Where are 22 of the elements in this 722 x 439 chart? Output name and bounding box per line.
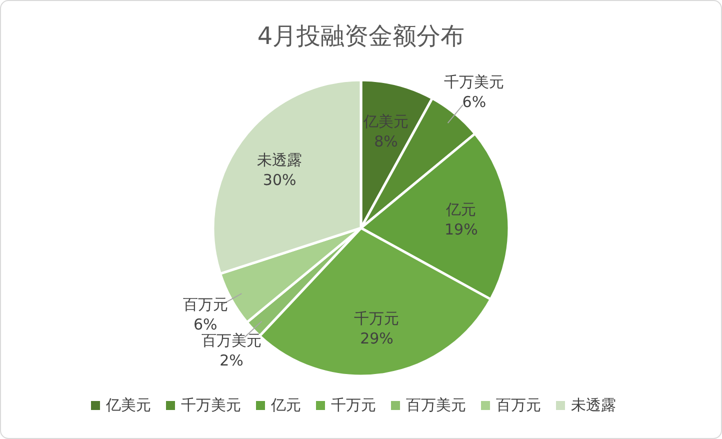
legend-label: 未透露 bbox=[571, 396, 616, 414]
legend-label: 亿美元 bbox=[105, 396, 151, 414]
data-label: 2% bbox=[220, 352, 244, 370]
legend-label: 百万元 bbox=[496, 396, 541, 414]
data-label: 30% bbox=[262, 170, 296, 189]
data-label: 8% bbox=[374, 132, 398, 151]
slice-label: 亿美元 bbox=[362, 112, 409, 131]
legend-label: 亿元 bbox=[270, 396, 301, 414]
slice-label: 千万元 bbox=[354, 309, 400, 328]
slice-label: 未透露 bbox=[257, 150, 302, 169]
legend-label: 千万元 bbox=[331, 396, 376, 414]
chart-title: 4月投融资金额分布 bbox=[257, 22, 465, 50]
slice-label: 千万美元 bbox=[444, 73, 504, 92]
data-label: 6% bbox=[193, 316, 218, 334]
slice-label: 百万美元 bbox=[202, 332, 262, 350]
data-label: 29% bbox=[360, 329, 394, 348]
legend-label: 千万美元 bbox=[181, 396, 241, 414]
data-label: 6% bbox=[462, 93, 486, 112]
slice-label: 亿元 bbox=[445, 200, 476, 219]
data-label: 19% bbox=[444, 220, 478, 239]
slice-label: 百万元 bbox=[182, 296, 228, 314]
legend-label: 百万美元 bbox=[406, 396, 466, 414]
